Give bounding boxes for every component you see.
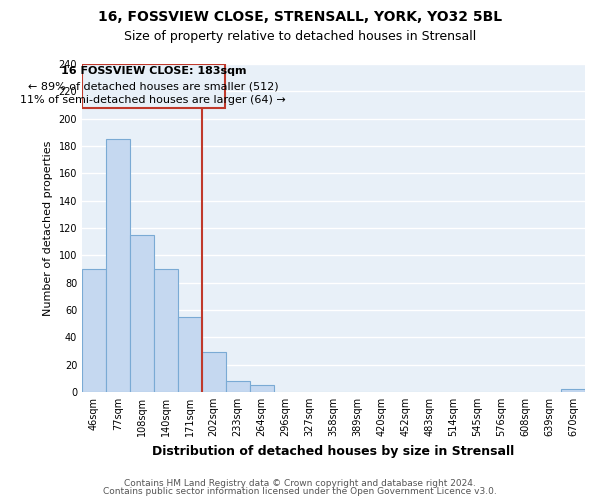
- Bar: [154, 269, 178, 392]
- Bar: [178, 317, 202, 392]
- Text: 16 FOSSVIEW CLOSE: 183sqm: 16 FOSSVIEW CLOSE: 183sqm: [61, 66, 246, 76]
- Text: Contains HM Land Registry data © Crown copyright and database right 2024.: Contains HM Land Registry data © Crown c…: [124, 478, 476, 488]
- Bar: [226, 381, 250, 392]
- Text: 16, FOSSVIEW CLOSE, STRENSALL, YORK, YO32 5BL: 16, FOSSVIEW CLOSE, STRENSALL, YORK, YO3…: [98, 10, 502, 24]
- Y-axis label: Number of detached properties: Number of detached properties: [43, 140, 53, 316]
- Bar: [130, 235, 154, 392]
- Text: 11% of semi-detached houses are larger (64) →: 11% of semi-detached houses are larger (…: [20, 95, 286, 105]
- X-axis label: Distribution of detached houses by size in Strensall: Distribution of detached houses by size …: [152, 444, 515, 458]
- Bar: [82, 269, 106, 392]
- Bar: [202, 352, 226, 392]
- Bar: [106, 139, 130, 392]
- Text: Contains public sector information licensed under the Open Government Licence v3: Contains public sector information licen…: [103, 487, 497, 496]
- Text: ← 89% of detached houses are smaller (512): ← 89% of detached houses are smaller (51…: [28, 82, 278, 92]
- FancyBboxPatch shape: [82, 64, 224, 108]
- Bar: [250, 385, 274, 392]
- Text: Size of property relative to detached houses in Strensall: Size of property relative to detached ho…: [124, 30, 476, 43]
- Bar: [561, 389, 585, 392]
